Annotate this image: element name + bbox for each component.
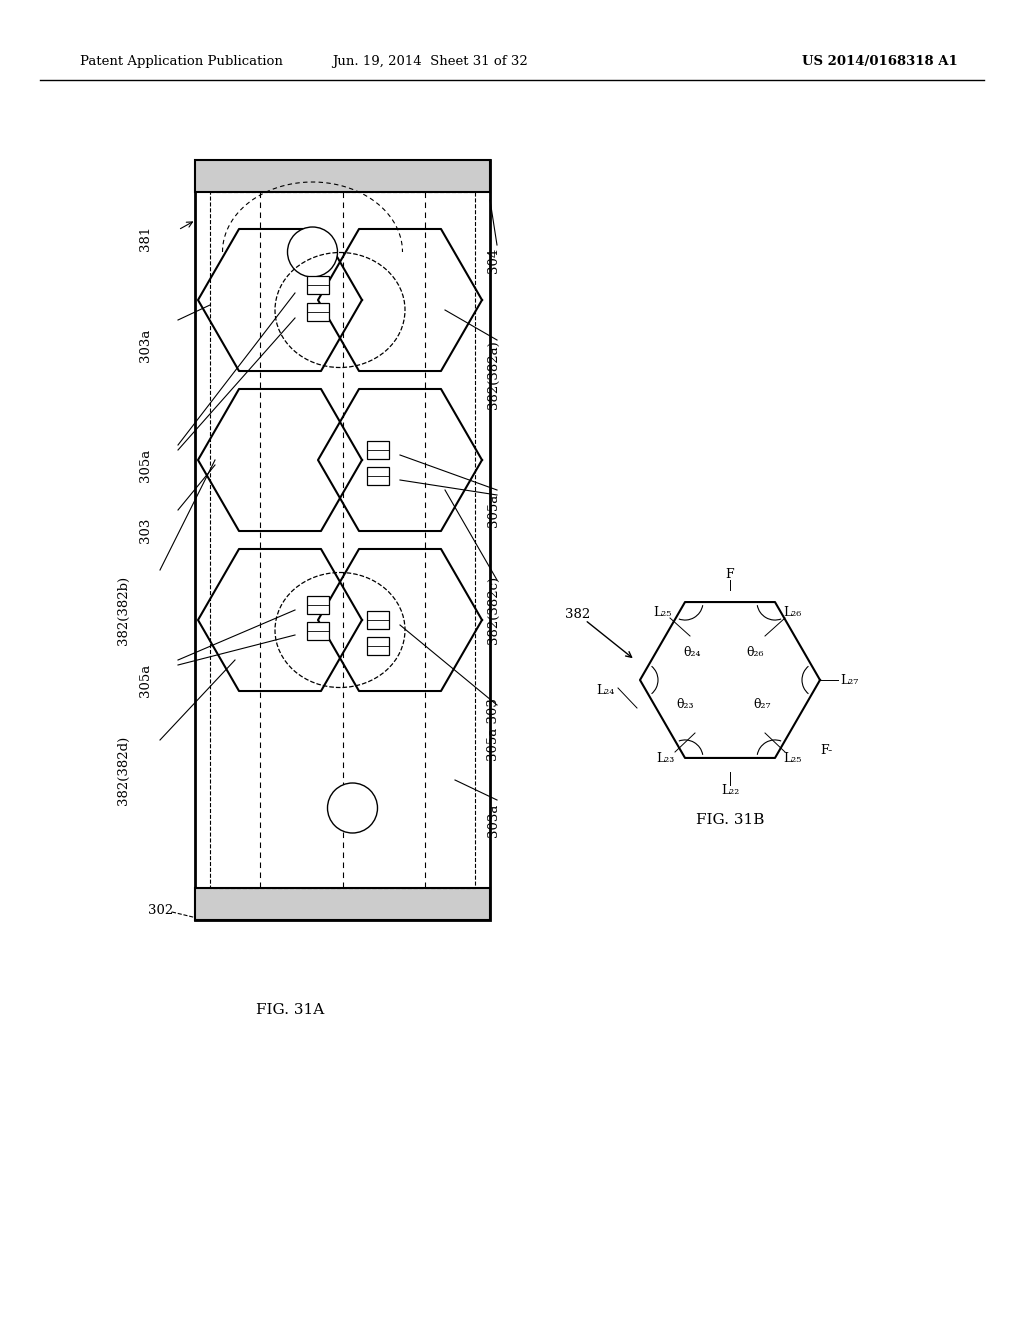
Text: FIG. 31B: FIG. 31B xyxy=(696,813,764,828)
Text: 382(382c): 382(382c) xyxy=(487,576,500,644)
Circle shape xyxy=(288,227,338,277)
Text: 305a: 305a xyxy=(139,449,152,482)
Text: 303a: 303a xyxy=(139,329,152,362)
Bar xyxy=(210,191,475,888)
Text: 305a: 305a xyxy=(487,494,500,527)
Text: US 2014/0168318 A1: US 2014/0168318 A1 xyxy=(802,55,957,69)
Bar xyxy=(195,888,490,920)
Text: 304: 304 xyxy=(487,247,500,273)
Text: L₂₅: L₂₅ xyxy=(653,606,671,619)
Text: FIG. 31A: FIG. 31A xyxy=(256,1003,325,1016)
Text: 305a 303: 305a 303 xyxy=(487,698,500,762)
Text: L₂₆: L₂₆ xyxy=(783,606,801,619)
Text: L₂₇: L₂₇ xyxy=(840,673,858,686)
Circle shape xyxy=(328,783,378,833)
Text: F-: F- xyxy=(820,743,833,756)
Bar xyxy=(367,441,389,459)
Text: 381: 381 xyxy=(139,226,152,251)
Text: L₂₅: L₂₅ xyxy=(782,751,801,764)
Text: Jun. 19, 2014  Sheet 31 of 32: Jun. 19, 2014 Sheet 31 of 32 xyxy=(332,55,528,69)
Bar xyxy=(367,638,389,655)
Text: 382(382a): 382(382a) xyxy=(487,341,500,409)
Bar xyxy=(307,597,329,614)
Text: 305a: 305a xyxy=(139,664,152,697)
Text: 303: 303 xyxy=(139,517,152,543)
Bar xyxy=(195,160,490,920)
Text: L₂₃: L₂₃ xyxy=(656,751,674,764)
Text: L₂₂: L₂₂ xyxy=(721,784,739,796)
Text: θ₂₄: θ₂₄ xyxy=(683,645,700,659)
Text: F: F xyxy=(726,569,734,582)
Text: 382(382b): 382(382b) xyxy=(117,576,130,644)
Text: L₂₄: L₂₄ xyxy=(597,684,615,697)
Text: 382(382d): 382(382d) xyxy=(117,735,130,805)
Bar xyxy=(307,622,329,640)
Text: Patent Application Publication: Patent Application Publication xyxy=(80,55,283,69)
Text: θ₂₆: θ₂₆ xyxy=(746,645,764,659)
Bar xyxy=(307,276,329,294)
Bar xyxy=(195,160,490,191)
Bar xyxy=(367,467,389,484)
Bar xyxy=(367,611,389,630)
Text: 382: 382 xyxy=(565,609,590,622)
Text: 303a: 303a xyxy=(487,804,500,837)
Text: θ₂₇: θ₂₇ xyxy=(754,698,771,711)
Text: θ₂₃: θ₂₃ xyxy=(676,698,693,711)
Text: 302: 302 xyxy=(148,903,173,916)
Bar xyxy=(307,304,329,321)
